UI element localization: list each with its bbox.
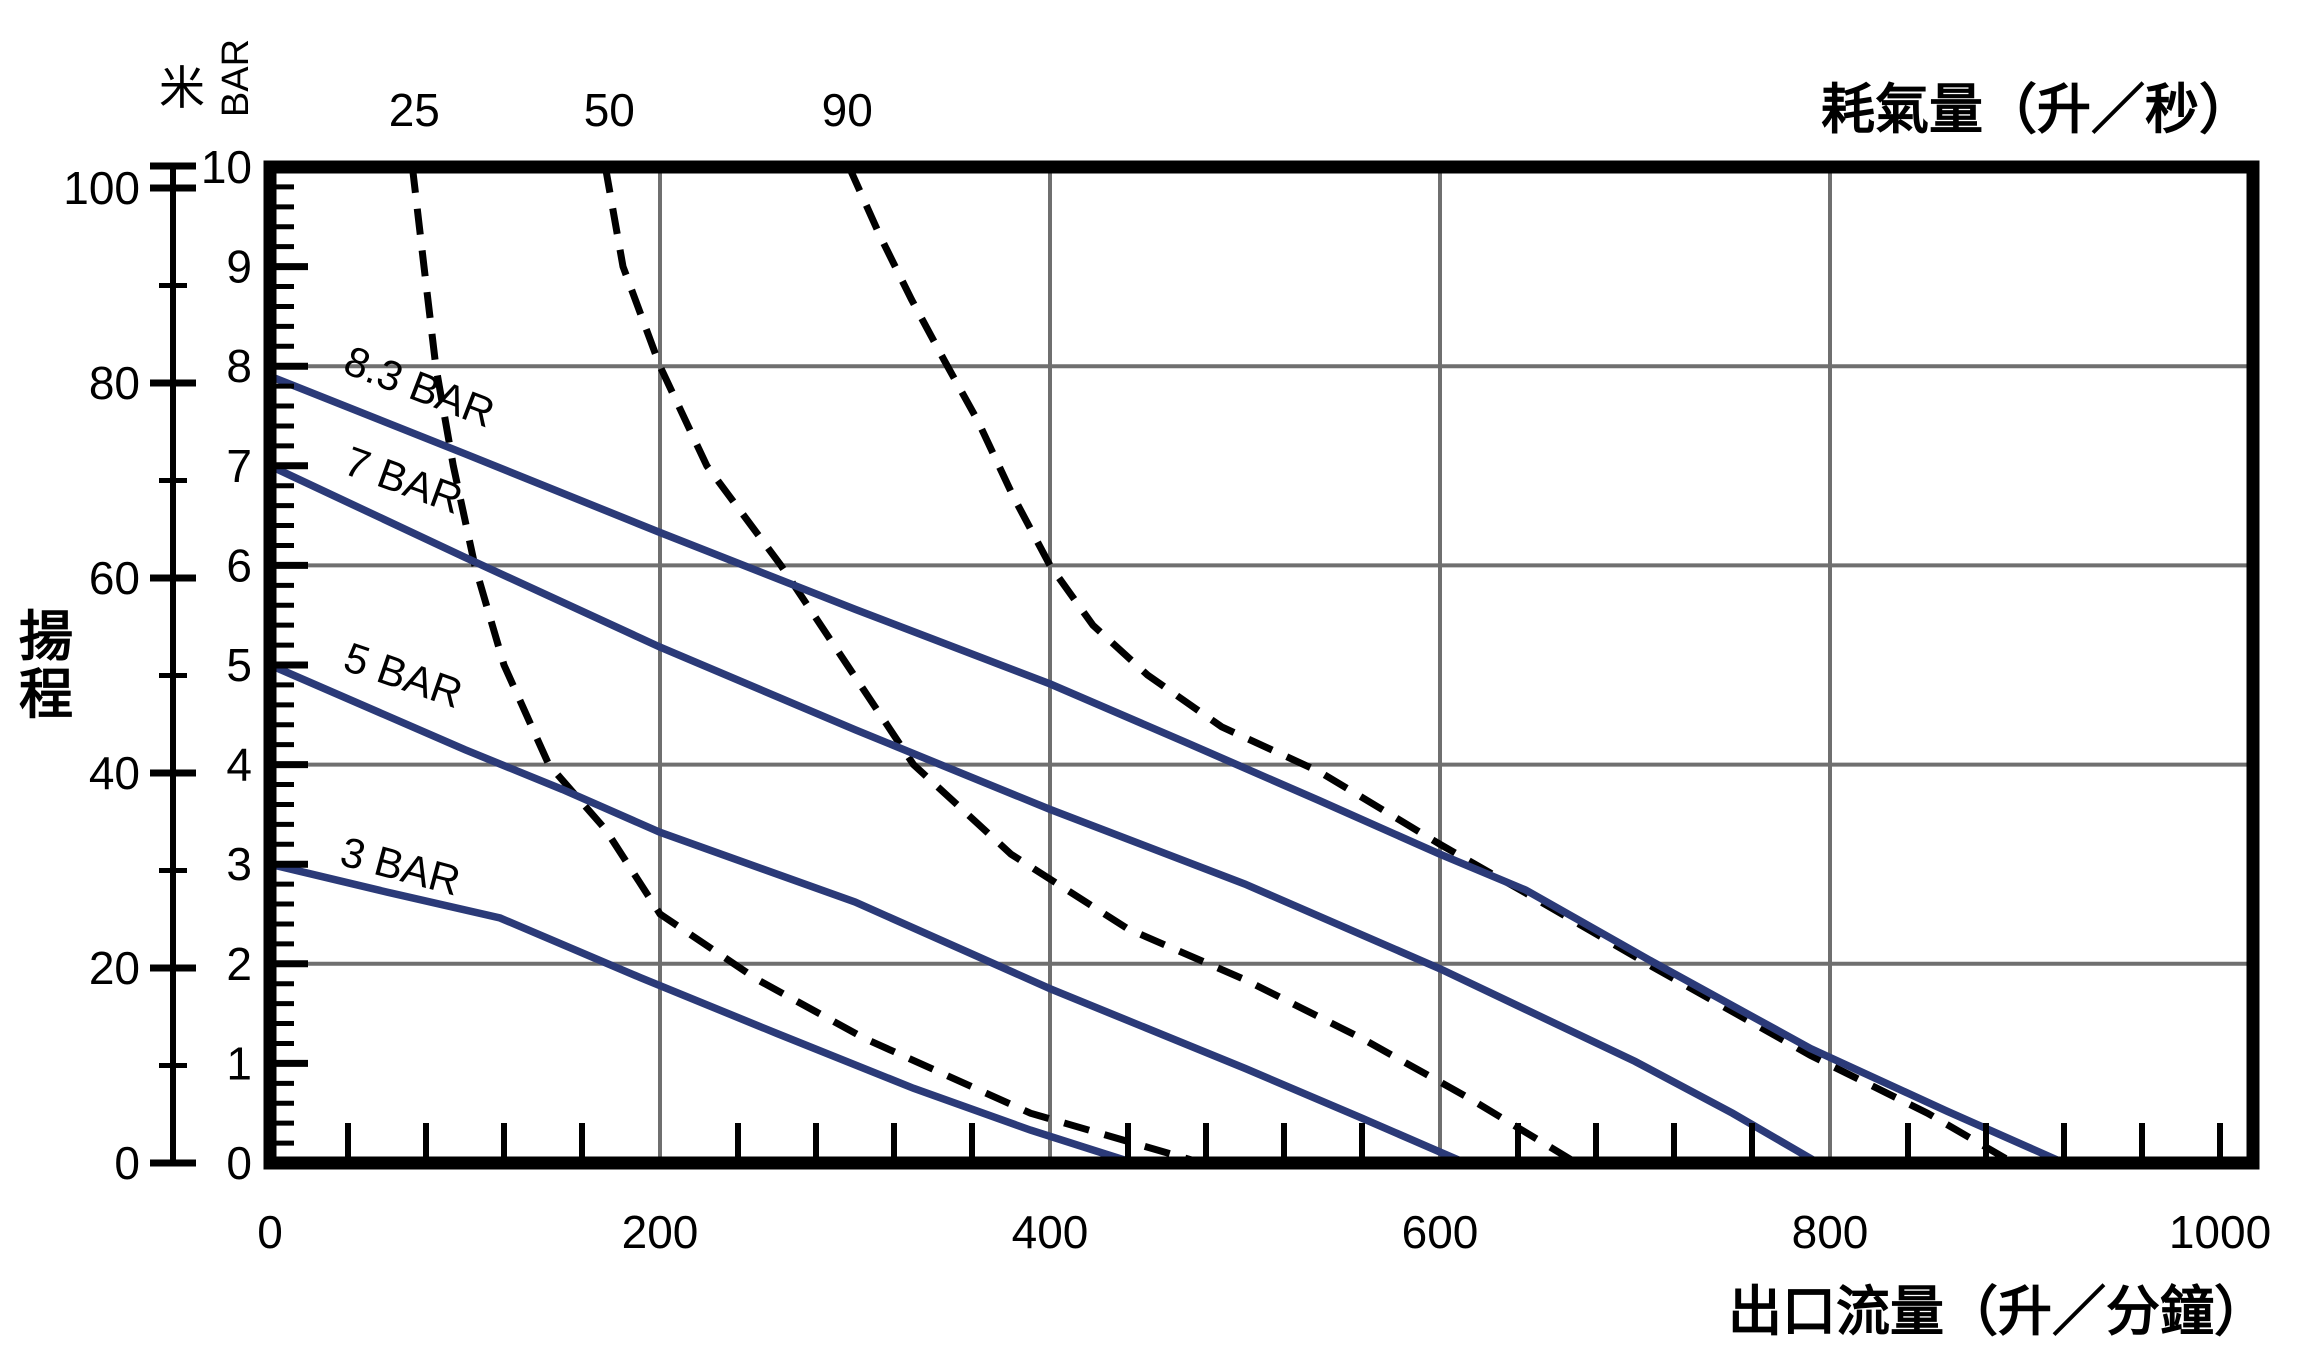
air-curve-25	[408, 166, 1204, 1167]
top-axis-title: 耗氣量（升／秒）	[1821, 80, 2253, 140]
bar-tick-label-5: 5	[226, 639, 252, 691]
plot-frame	[263, 160, 2260, 1170]
bar-tick-label-4: 4	[226, 739, 252, 791]
head-curve-5-bar	[268, 661, 1467, 1167]
meter-tick-label-80: 80	[89, 357, 140, 409]
head-curve-3-bar	[269, 860, 1135, 1167]
gridlines	[270, 167, 2253, 1163]
meter-tick-label-0: 0	[114, 1137, 140, 1189]
air-axis-label-25: 25	[389, 84, 440, 136]
bar-tick-label-7: 7	[226, 440, 252, 492]
bar-tick-label-10: 10	[201, 141, 252, 193]
left-axis-title: 揚程	[19, 607, 73, 725]
bar-unit-label: BAR	[215, 39, 257, 117]
air-curve-50	[601, 166, 1579, 1166]
head-curve-7-bar	[268, 462, 1821, 1167]
flow-tick-label-400: 400	[1012, 1206, 1089, 1258]
meter-axis	[150, 162, 196, 1167]
head-curve-8.3-bar	[268, 372, 2066, 1167]
air-curve-90	[845, 165, 2016, 1167]
air-axis-label-50: 50	[584, 84, 635, 136]
bar-tick-label-3: 3	[226, 838, 252, 890]
flow-tick-label-800: 800	[1792, 1206, 1869, 1258]
flow-tick-label-1000: 1000	[2169, 1206, 2271, 1258]
meter-unit-label: 米	[159, 62, 205, 114]
bottom-axis-title: 出口流量（升／分鐘）	[1728, 1282, 2268, 1342]
bar-tick-label-0: 0	[226, 1137, 252, 1189]
head-curves	[268, 372, 2066, 1167]
bar-tick-label-9: 9	[226, 241, 252, 293]
axis-ticks	[273, 184, 2223, 1160]
meter-tick-label-60: 60	[89, 552, 140, 604]
meter-tick-label-100: 100	[63, 162, 140, 214]
bar-tick-label-8: 8	[226, 340, 252, 392]
bar-tick-label-1: 1	[226, 1037, 252, 1089]
curve-label-head-curve-8.3-bar: 8.3 BAR	[338, 337, 501, 437]
meter-tick-label-20: 20	[89, 942, 140, 994]
flow-tick-label-0: 0	[257, 1206, 283, 1258]
flow-tick-label-200: 200	[622, 1206, 699, 1258]
plot-border	[263, 160, 2260, 1170]
flow-tick-label-600: 600	[1402, 1206, 1479, 1258]
bar-tick-label-2: 2	[226, 938, 252, 990]
air-axis-label-90: 90	[822, 84, 873, 136]
meter-tick-label-40: 40	[89, 747, 140, 799]
air-consumption-curves	[408, 165, 2016, 1167]
bar-tick-label-6: 6	[226, 539, 252, 591]
